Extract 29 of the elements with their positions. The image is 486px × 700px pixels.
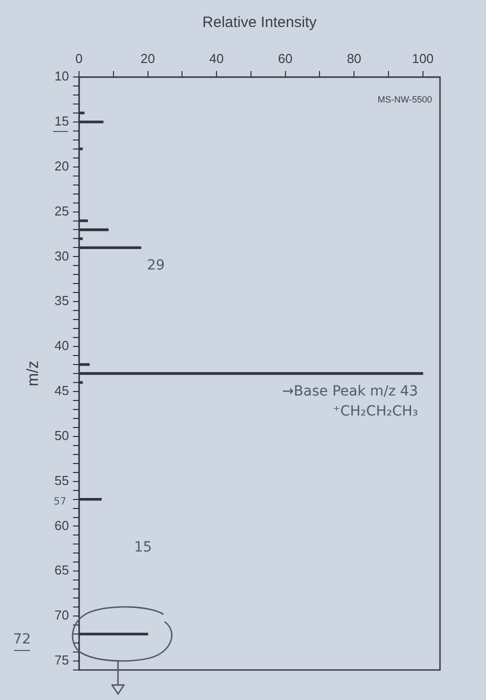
annotation: 15	[134, 540, 152, 556]
y-tick-label: 65	[54, 562, 69, 578]
y-tick-label: 30	[54, 248, 69, 264]
annotation: →Base Peak m/z 43	[282, 384, 418, 400]
annotation: ⁺CH₂CH₂CH₃	[332, 404, 418, 420]
x-tick-label: 20	[140, 50, 155, 66]
y-axis-title: m/z	[25, 360, 42, 386]
x-tick-label: 60	[278, 50, 293, 66]
y-tick-label: 55	[54, 472, 69, 488]
annotation: MS-NW-5500	[378, 94, 432, 104]
x-axis-title: Relative Intensity	[202, 14, 318, 32]
y-tick-label: 75	[54, 652, 69, 668]
y-tick-label: 70	[54, 608, 69, 623]
y-tick-label: 45	[54, 383, 69, 398]
y-tick-label: 35	[54, 293, 69, 308]
y-tick-label: 20	[54, 158, 69, 174]
x-tick-label: 80	[346, 50, 362, 66]
y-tick-label: 25	[54, 203, 69, 218]
annotation: 29	[147, 258, 165, 274]
y-tick-label: 60	[54, 518, 69, 533]
x-tick-label: 40	[209, 50, 224, 66]
x-tick-label: 0	[75, 50, 83, 66]
text: 57	[54, 496, 66, 508]
text: 72	[13, 632, 31, 648]
y-tick-label: 40	[54, 338, 69, 354]
y-tick-label: 10	[54, 68, 69, 84]
y-tick-label: 15	[54, 114, 69, 128]
y-tick-label: 50	[54, 428, 69, 443]
x-tick-label: 100	[412, 50, 434, 66]
